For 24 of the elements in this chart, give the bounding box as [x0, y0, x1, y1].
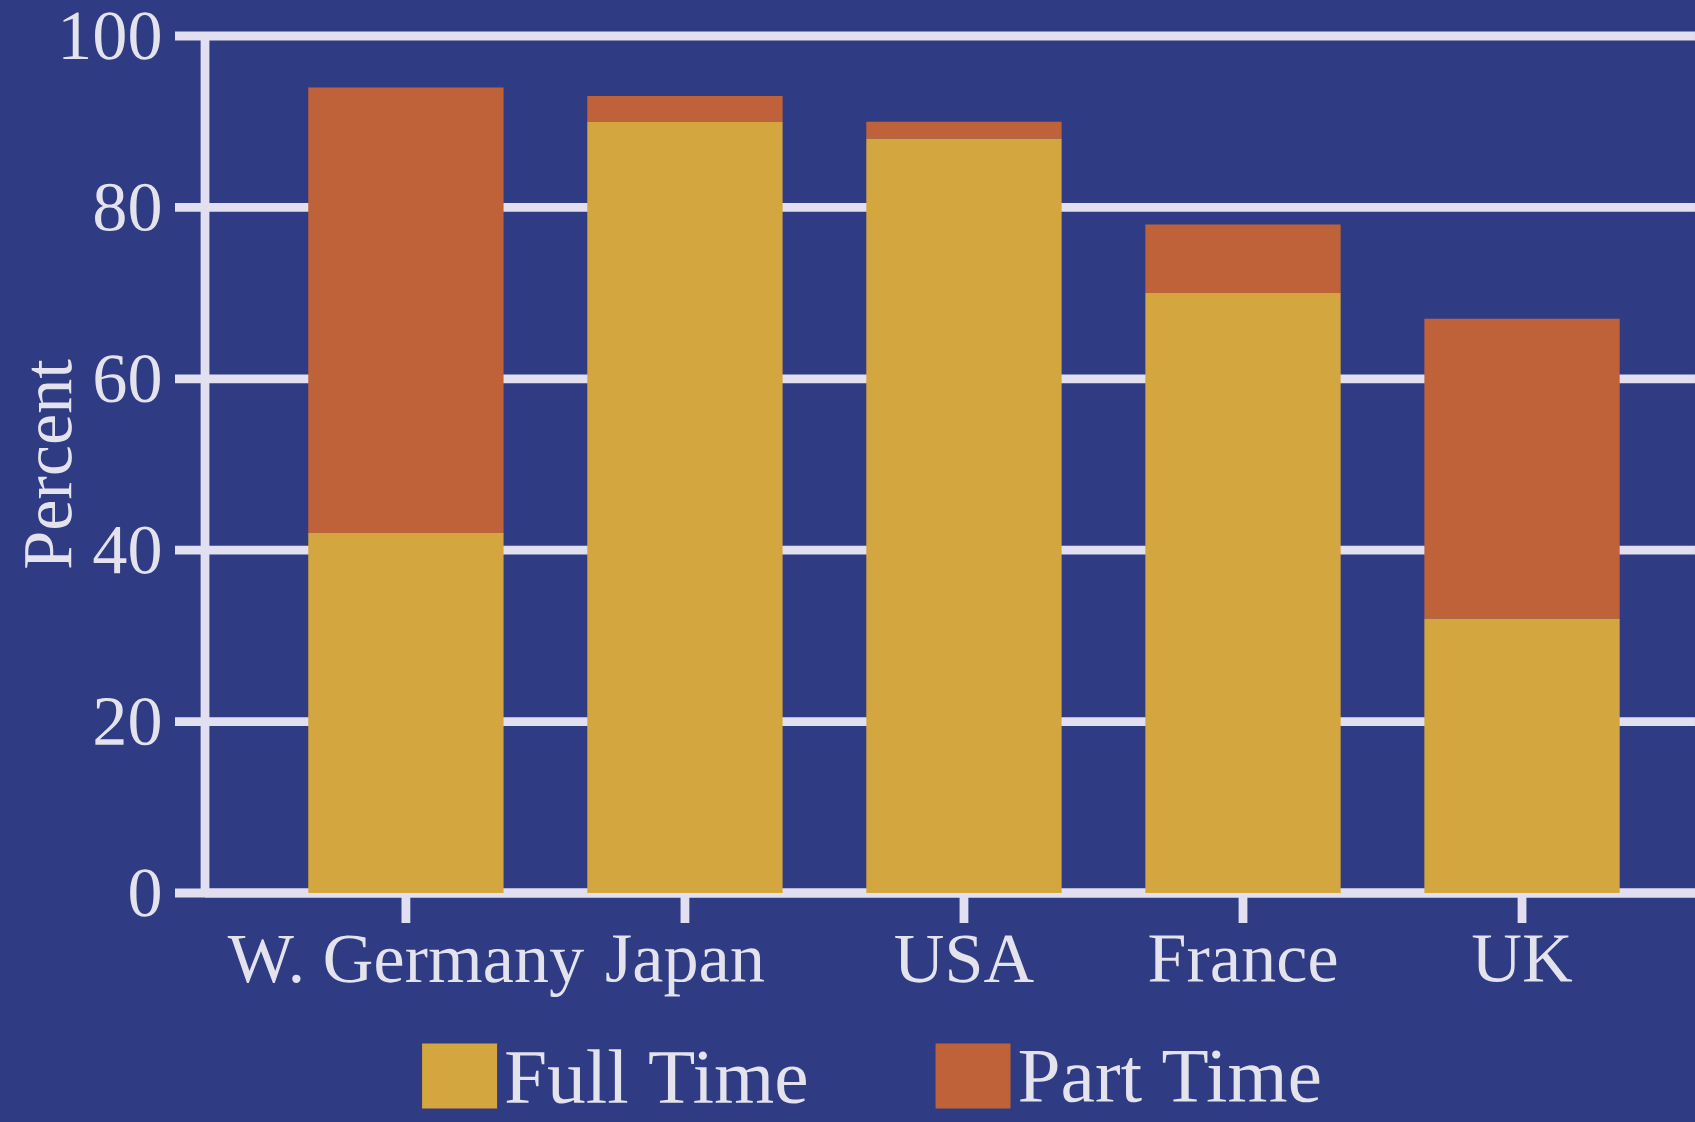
x-tick-label: France [1149, 935, 1337, 983]
x-tick-label: W. Germany [227, 935, 584, 998]
x-tick-label: USA [895, 935, 1034, 983]
legend-label: Full Time [506, 1049, 806, 1104]
x-tick-label: Japan [606, 935, 764, 997]
y-tick-label: 80 [95, 183, 160, 232]
bar [587, 121, 783, 893]
bar [308, 87, 504, 534]
bar [1424, 618, 1620, 893]
y-tick-label: 20 [95, 697, 160, 746]
x-tick-label: UK [1472, 935, 1573, 983]
bar [1424, 318, 1620, 619]
bar [1145, 224, 1341, 294]
y-axis-title: Percent [25, 359, 72, 568]
y-tick-label: 60 [95, 355, 160, 403]
y-tick-label: 100 [63, 12, 160, 60]
bar [1145, 293, 1341, 893]
bar [866, 121, 1062, 139]
bar [866, 138, 1062, 893]
y-tick-label: 0 [130, 869, 160, 917]
bar [308, 533, 504, 893]
y-tick-label: 40 [93, 526, 160, 574]
legend-label: Part Time [1019, 1050, 1320, 1103]
bar [587, 95, 783, 122]
